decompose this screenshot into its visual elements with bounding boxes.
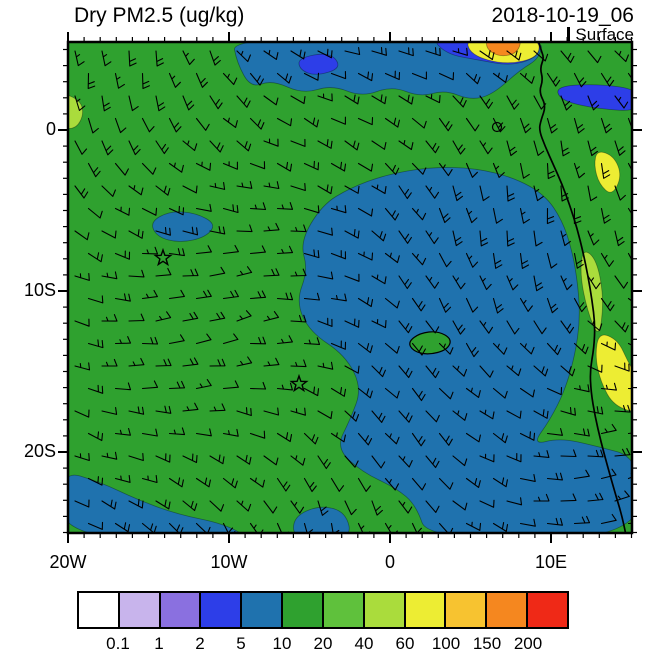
- colorbar-label: 150: [472, 634, 502, 653]
- x-axis-label: 10W: [210, 552, 248, 572]
- island-outline: [491, 121, 503, 133]
- valid-datetime: 2018-10-19_06: [491, 4, 634, 27]
- level-label: Surface: [575, 25, 634, 44]
- star-marker: [153, 247, 173, 267]
- colorbar-label: 100: [431, 634, 461, 653]
- level-tick-mark: [567, 27, 571, 43]
- colorbar-label: 20: [313, 634, 333, 653]
- pm25-filled-contours: [68, 42, 632, 533]
- pm25-region-south-edge-notch: [293, 506, 350, 533]
- pm25-region-gabon-coast-high: [594, 151, 621, 193]
- colorbar-box: [362, 591, 406, 629]
- colorbar-box: [526, 591, 569, 629]
- colorbar-box: [117, 591, 161, 629]
- colorbar-box: [77, 591, 120, 629]
- x-axis-label: 20W: [49, 552, 87, 572]
- x-axis-label: 10E: [534, 552, 568, 572]
- colorbar-label: 10: [272, 634, 292, 653]
- colorbar-label: 200: [513, 634, 543, 653]
- x-axis-label: 0: [384, 552, 395, 572]
- colorbar-label: 40: [354, 634, 374, 653]
- colorbar-boxes: [77, 591, 569, 629]
- map-frame: [66, 40, 634, 535]
- colorbar: 0.1 1 2 5 10 20 40 60 100 150 200: [77, 591, 569, 655]
- pm25-region-north-band-low-b: [557, 84, 632, 111]
- colorbar-label: 5: [236, 634, 246, 653]
- pm25-region-north-band-low-c: [298, 53, 339, 75]
- star-marker: [289, 373, 309, 393]
- africa-coastline: [537, 42, 627, 533]
- wind-barbs-layer: [74, 47, 632, 533]
- level-indicator: Surface: [567, 25, 634, 45]
- colorbar-label: 1: [154, 634, 164, 653]
- colorbar-box: [158, 591, 202, 629]
- colorbar-tick-labels: 0.1 1 2 5 10 20 40 60 100 150 200: [77, 629, 569, 655]
- y-axis-label: 0: [45, 119, 56, 139]
- colorbar-label: 2: [195, 634, 205, 653]
- y-axis-label: 20S: [23, 441, 56, 461]
- colorbar-box: [281, 591, 324, 629]
- station-markers-layer: [153, 247, 309, 393]
- coastline-layer: [491, 42, 627, 533]
- colorbar-label: 60: [395, 634, 415, 653]
- colorbar-box: [403, 591, 447, 629]
- pm25-region-namibia-coast-high: [595, 334, 632, 412]
- colorbar-box: [444, 591, 488, 629]
- colorbar-box: [199, 591, 243, 629]
- y-axis-label: 10S: [23, 280, 56, 300]
- colorbar-box: [321, 591, 365, 629]
- pm25-region-southwest-corner-pool: [68, 474, 241, 533]
- colorbar-box: [240, 591, 284, 629]
- colorbar-label: 0.1: [106, 634, 130, 653]
- pm25-region-west-edge-strip: [68, 95, 84, 129]
- plot-title: Dry PM2.5 (ug/kg): [74, 4, 245, 27]
- colorbar-box: [485, 591, 529, 629]
